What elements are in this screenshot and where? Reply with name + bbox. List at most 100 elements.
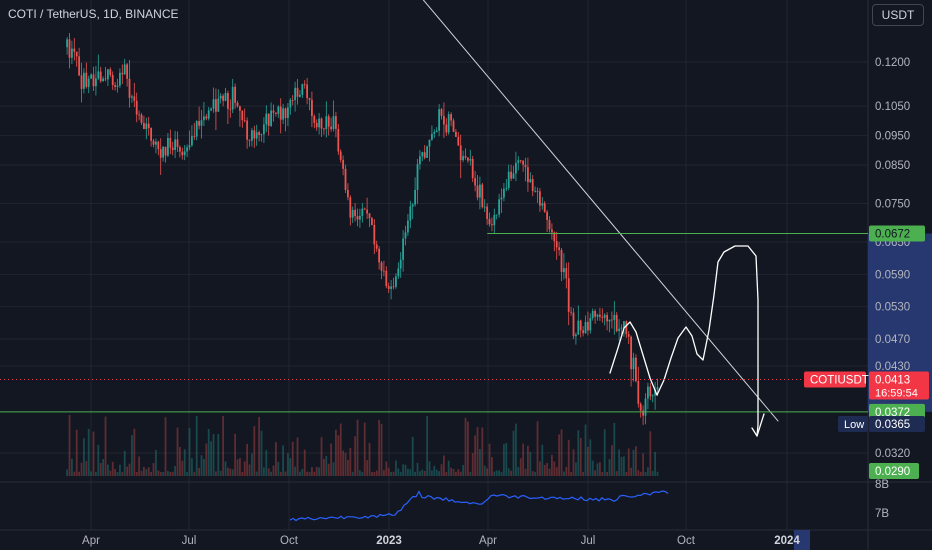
candle[interactable] xyxy=(102,76,105,82)
candle[interactable] xyxy=(531,175,534,197)
candle[interactable] xyxy=(397,262,400,280)
candle[interactable] xyxy=(476,175,479,201)
candle[interactable] xyxy=(419,150,421,170)
candle[interactable] xyxy=(498,193,501,218)
candle[interactable] xyxy=(251,127,253,147)
candle[interactable] xyxy=(486,203,489,225)
candle[interactable] xyxy=(135,92,138,123)
candle[interactable] xyxy=(143,115,145,130)
candle[interactable] xyxy=(171,141,174,156)
candle[interactable] xyxy=(395,273,397,289)
candle[interactable] xyxy=(644,393,647,425)
candle[interactable] xyxy=(116,78,119,93)
candle[interactable] xyxy=(579,319,582,338)
candle[interactable] xyxy=(150,127,153,147)
candle[interactable] xyxy=(224,88,227,102)
candle[interactable] xyxy=(239,105,241,127)
candle[interactable] xyxy=(303,80,306,89)
candle[interactable] xyxy=(428,139,431,162)
candle[interactable] xyxy=(327,114,330,136)
candle[interactable] xyxy=(263,117,265,143)
candle[interactable] xyxy=(378,245,381,270)
candle[interactable] xyxy=(539,188,541,212)
candle[interactable] xyxy=(620,324,623,335)
candles[interactable] xyxy=(66,32,659,425)
candle[interactable] xyxy=(131,94,133,103)
candle[interactable] xyxy=(639,402,642,418)
candle[interactable] xyxy=(90,73,93,79)
candle[interactable] xyxy=(229,99,232,118)
candle[interactable] xyxy=(534,186,537,193)
candle[interactable] xyxy=(80,62,83,103)
candle[interactable] xyxy=(431,125,433,141)
candle[interactable] xyxy=(83,68,85,94)
candle[interactable] xyxy=(104,66,107,82)
candle[interactable] xyxy=(462,150,465,163)
candle[interactable] xyxy=(438,103,441,137)
candle[interactable] xyxy=(481,182,484,209)
candle[interactable] xyxy=(306,77,309,105)
candle[interactable] xyxy=(383,260,385,277)
candle[interactable] xyxy=(599,307,601,321)
candle[interactable] xyxy=(248,139,251,147)
candle[interactable] xyxy=(589,313,592,334)
candle[interactable] xyxy=(217,89,220,112)
candle[interactable] xyxy=(203,102,205,127)
candle[interactable] xyxy=(464,148,467,160)
candle[interactable] xyxy=(495,214,498,220)
candle[interactable] xyxy=(455,128,457,137)
candle[interactable] xyxy=(359,208,361,228)
candle[interactable] xyxy=(255,124,258,146)
candle[interactable] xyxy=(356,208,359,227)
candle[interactable] xyxy=(505,179,508,192)
candle[interactable] xyxy=(119,68,121,88)
candle[interactable] xyxy=(452,118,455,133)
candle[interactable] xyxy=(179,145,181,158)
candle[interactable] xyxy=(392,277,395,290)
candle[interactable] xyxy=(347,183,349,201)
currency-button[interactable]: USDT xyxy=(872,4,924,26)
candle[interactable] xyxy=(635,354,637,383)
candle[interactable] xyxy=(92,66,95,92)
candle[interactable] xyxy=(591,308,594,321)
candle[interactable] xyxy=(522,160,525,172)
candle[interactable] xyxy=(241,110,244,128)
candle[interactable] xyxy=(543,201,546,213)
candle[interactable] xyxy=(546,209,549,233)
candle[interactable] xyxy=(565,262,568,289)
candle[interactable] xyxy=(380,260,383,280)
candle[interactable] xyxy=(512,165,515,179)
candle[interactable] xyxy=(527,157,529,192)
candle[interactable] xyxy=(85,62,88,89)
candle[interactable] xyxy=(87,75,90,94)
candle[interactable] xyxy=(627,331,630,345)
candle[interactable] xyxy=(277,105,280,118)
candle[interactable] xyxy=(294,81,297,112)
candle[interactable] xyxy=(354,203,357,222)
candle[interactable] xyxy=(205,113,208,121)
candle[interactable] xyxy=(407,213,409,236)
candle[interactable] xyxy=(524,157,527,182)
candle[interactable] xyxy=(366,197,369,220)
candle[interactable] xyxy=(66,37,69,55)
candle[interactable] xyxy=(344,164,347,193)
candle[interactable] xyxy=(483,199,486,213)
candle[interactable] xyxy=(507,164,510,191)
candle[interactable] xyxy=(114,82,117,91)
candle[interactable] xyxy=(97,54,100,80)
candle[interactable] xyxy=(75,51,78,67)
candle[interactable] xyxy=(385,266,388,289)
candle[interactable] xyxy=(414,177,417,207)
candle[interactable] xyxy=(618,319,621,341)
candle[interactable] xyxy=(510,164,513,182)
candle[interactable] xyxy=(231,78,234,114)
candle[interactable] xyxy=(275,112,277,117)
candle[interactable] xyxy=(443,102,445,138)
candle[interactable] xyxy=(402,230,405,272)
candle[interactable] xyxy=(471,155,474,183)
candle[interactable] xyxy=(212,87,215,113)
candle[interactable] xyxy=(584,315,587,334)
projection-drawing[interactable] xyxy=(609,245,759,437)
